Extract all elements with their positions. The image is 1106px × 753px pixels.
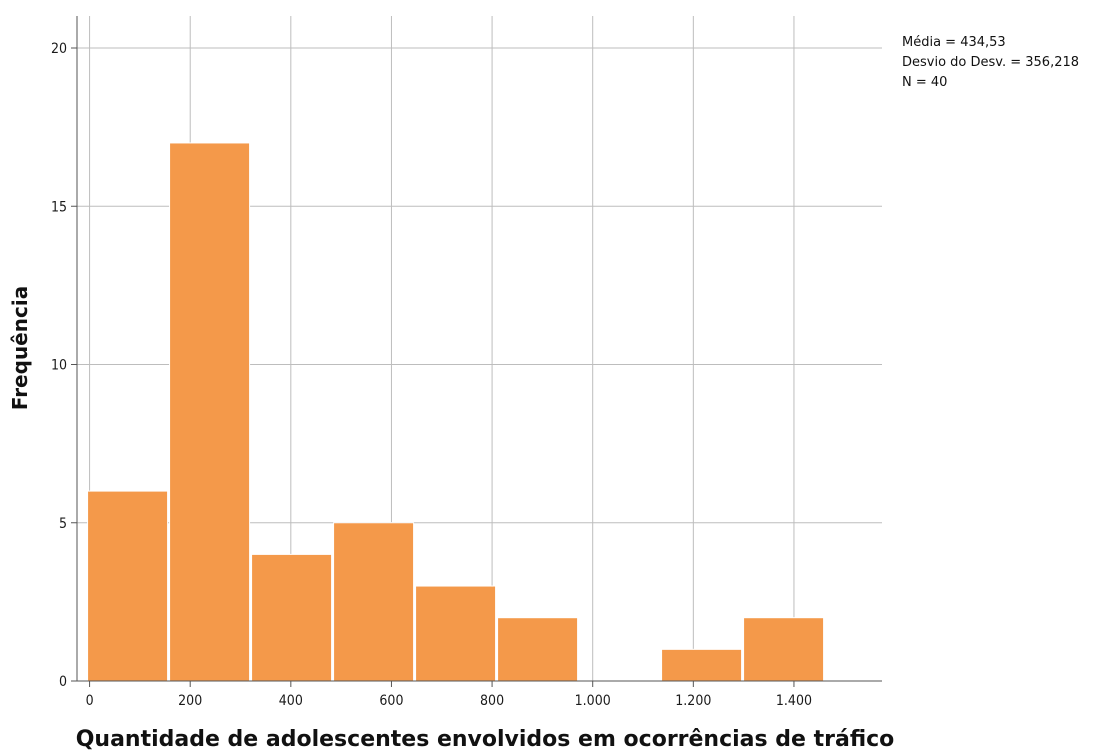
y-tick-labels: 0 5 10 15 20 <box>51 41 77 690</box>
x-tick-label: 1.200 <box>675 693 711 709</box>
y-tick-label: 20 <box>51 41 67 57</box>
x-tick-label: 1.400 <box>776 693 812 709</box>
y-axis-title: Frequência <box>8 286 32 410</box>
histogram-bar <box>169 142 251 682</box>
x-tick-label: 600 <box>379 693 403 709</box>
x-tick-labels: 0 200 400 600 800 1.000 1.200 1.400 <box>86 681 812 709</box>
histogram-bar <box>415 585 497 682</box>
histogram-bars <box>87 142 825 682</box>
y-tick-label: 0 <box>59 674 67 690</box>
statistics-box: Média = 434,53 Desvio do Desv. = 356,218… <box>902 35 1079 90</box>
x-tick-label: 200 <box>178 693 202 709</box>
stat-n: N = 40 <box>902 75 947 90</box>
x-tick-label: 0 <box>86 693 94 709</box>
y-tick-label: 15 <box>51 199 67 215</box>
y-tick-label: 10 <box>51 358 67 374</box>
stat-std-dev: Desvio do Desv. = 356,218 <box>902 55 1079 70</box>
histogram-bar <box>661 648 743 682</box>
histogram-bar <box>87 490 169 682</box>
stat-mean: Média = 434,53 <box>902 35 1006 50</box>
x-tick-label: 800 <box>480 693 504 709</box>
histogram-bar <box>333 522 415 682</box>
x-axis-title: Quantidade de adolescentes envolvidos em… <box>76 727 895 752</box>
axes <box>76 16 882 682</box>
histogram-bar <box>743 617 825 682</box>
histogram-bar <box>497 617 579 682</box>
x-tick-label: 1.000 <box>575 693 611 709</box>
histogram-bar <box>251 553 333 682</box>
y-tick-label: 5 <box>59 516 67 532</box>
x-tick-label: 400 <box>279 693 303 709</box>
